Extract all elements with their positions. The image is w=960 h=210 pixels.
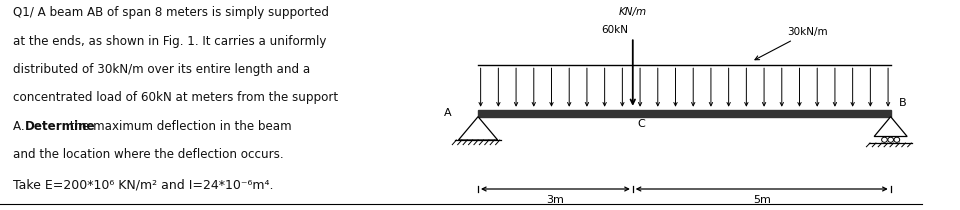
Text: A: A [444, 108, 451, 118]
Text: A.: A. [13, 120, 29, 133]
Circle shape [894, 137, 900, 142]
Text: 30kN/m: 30kN/m [755, 27, 828, 60]
Bar [478, 110, 891, 117]
Text: the maximum deflection in the beam: the maximum deflection in the beam [66, 120, 292, 133]
Text: C: C [636, 119, 645, 130]
Circle shape [888, 137, 894, 142]
Circle shape [881, 137, 887, 142]
Text: KN/m: KN/m [619, 7, 647, 17]
Text: Determine: Determine [25, 120, 96, 133]
Text: 3m: 3m [546, 195, 564, 205]
Text: at the ends, as shown in Fig. 1. It carries a uniformly: at the ends, as shown in Fig. 1. It carr… [13, 35, 326, 48]
Text: Take E=200*10⁶ KN/m² and I=24*10⁻⁶m⁴.: Take E=200*10⁶ KN/m² and I=24*10⁻⁶m⁴. [13, 178, 274, 191]
Polygon shape [459, 117, 497, 140]
Text: 5m: 5m [753, 195, 771, 205]
Text: 60kN: 60kN [602, 25, 629, 35]
Polygon shape [875, 117, 907, 136]
Text: Q1/ A beam AB of span 8 meters is simply supported: Q1/ A beam AB of span 8 meters is simply… [13, 6, 329, 19]
Text: concentrated load of 60kN at meters from the support: concentrated load of 60kN at meters from… [13, 91, 338, 104]
Text: distributed of 30kN/m over its entire length and a: distributed of 30kN/m over its entire le… [13, 63, 310, 76]
Text: B: B [899, 98, 906, 108]
Text: and the location where the deflection occurs.: and the location where the deflection oc… [13, 148, 284, 161]
